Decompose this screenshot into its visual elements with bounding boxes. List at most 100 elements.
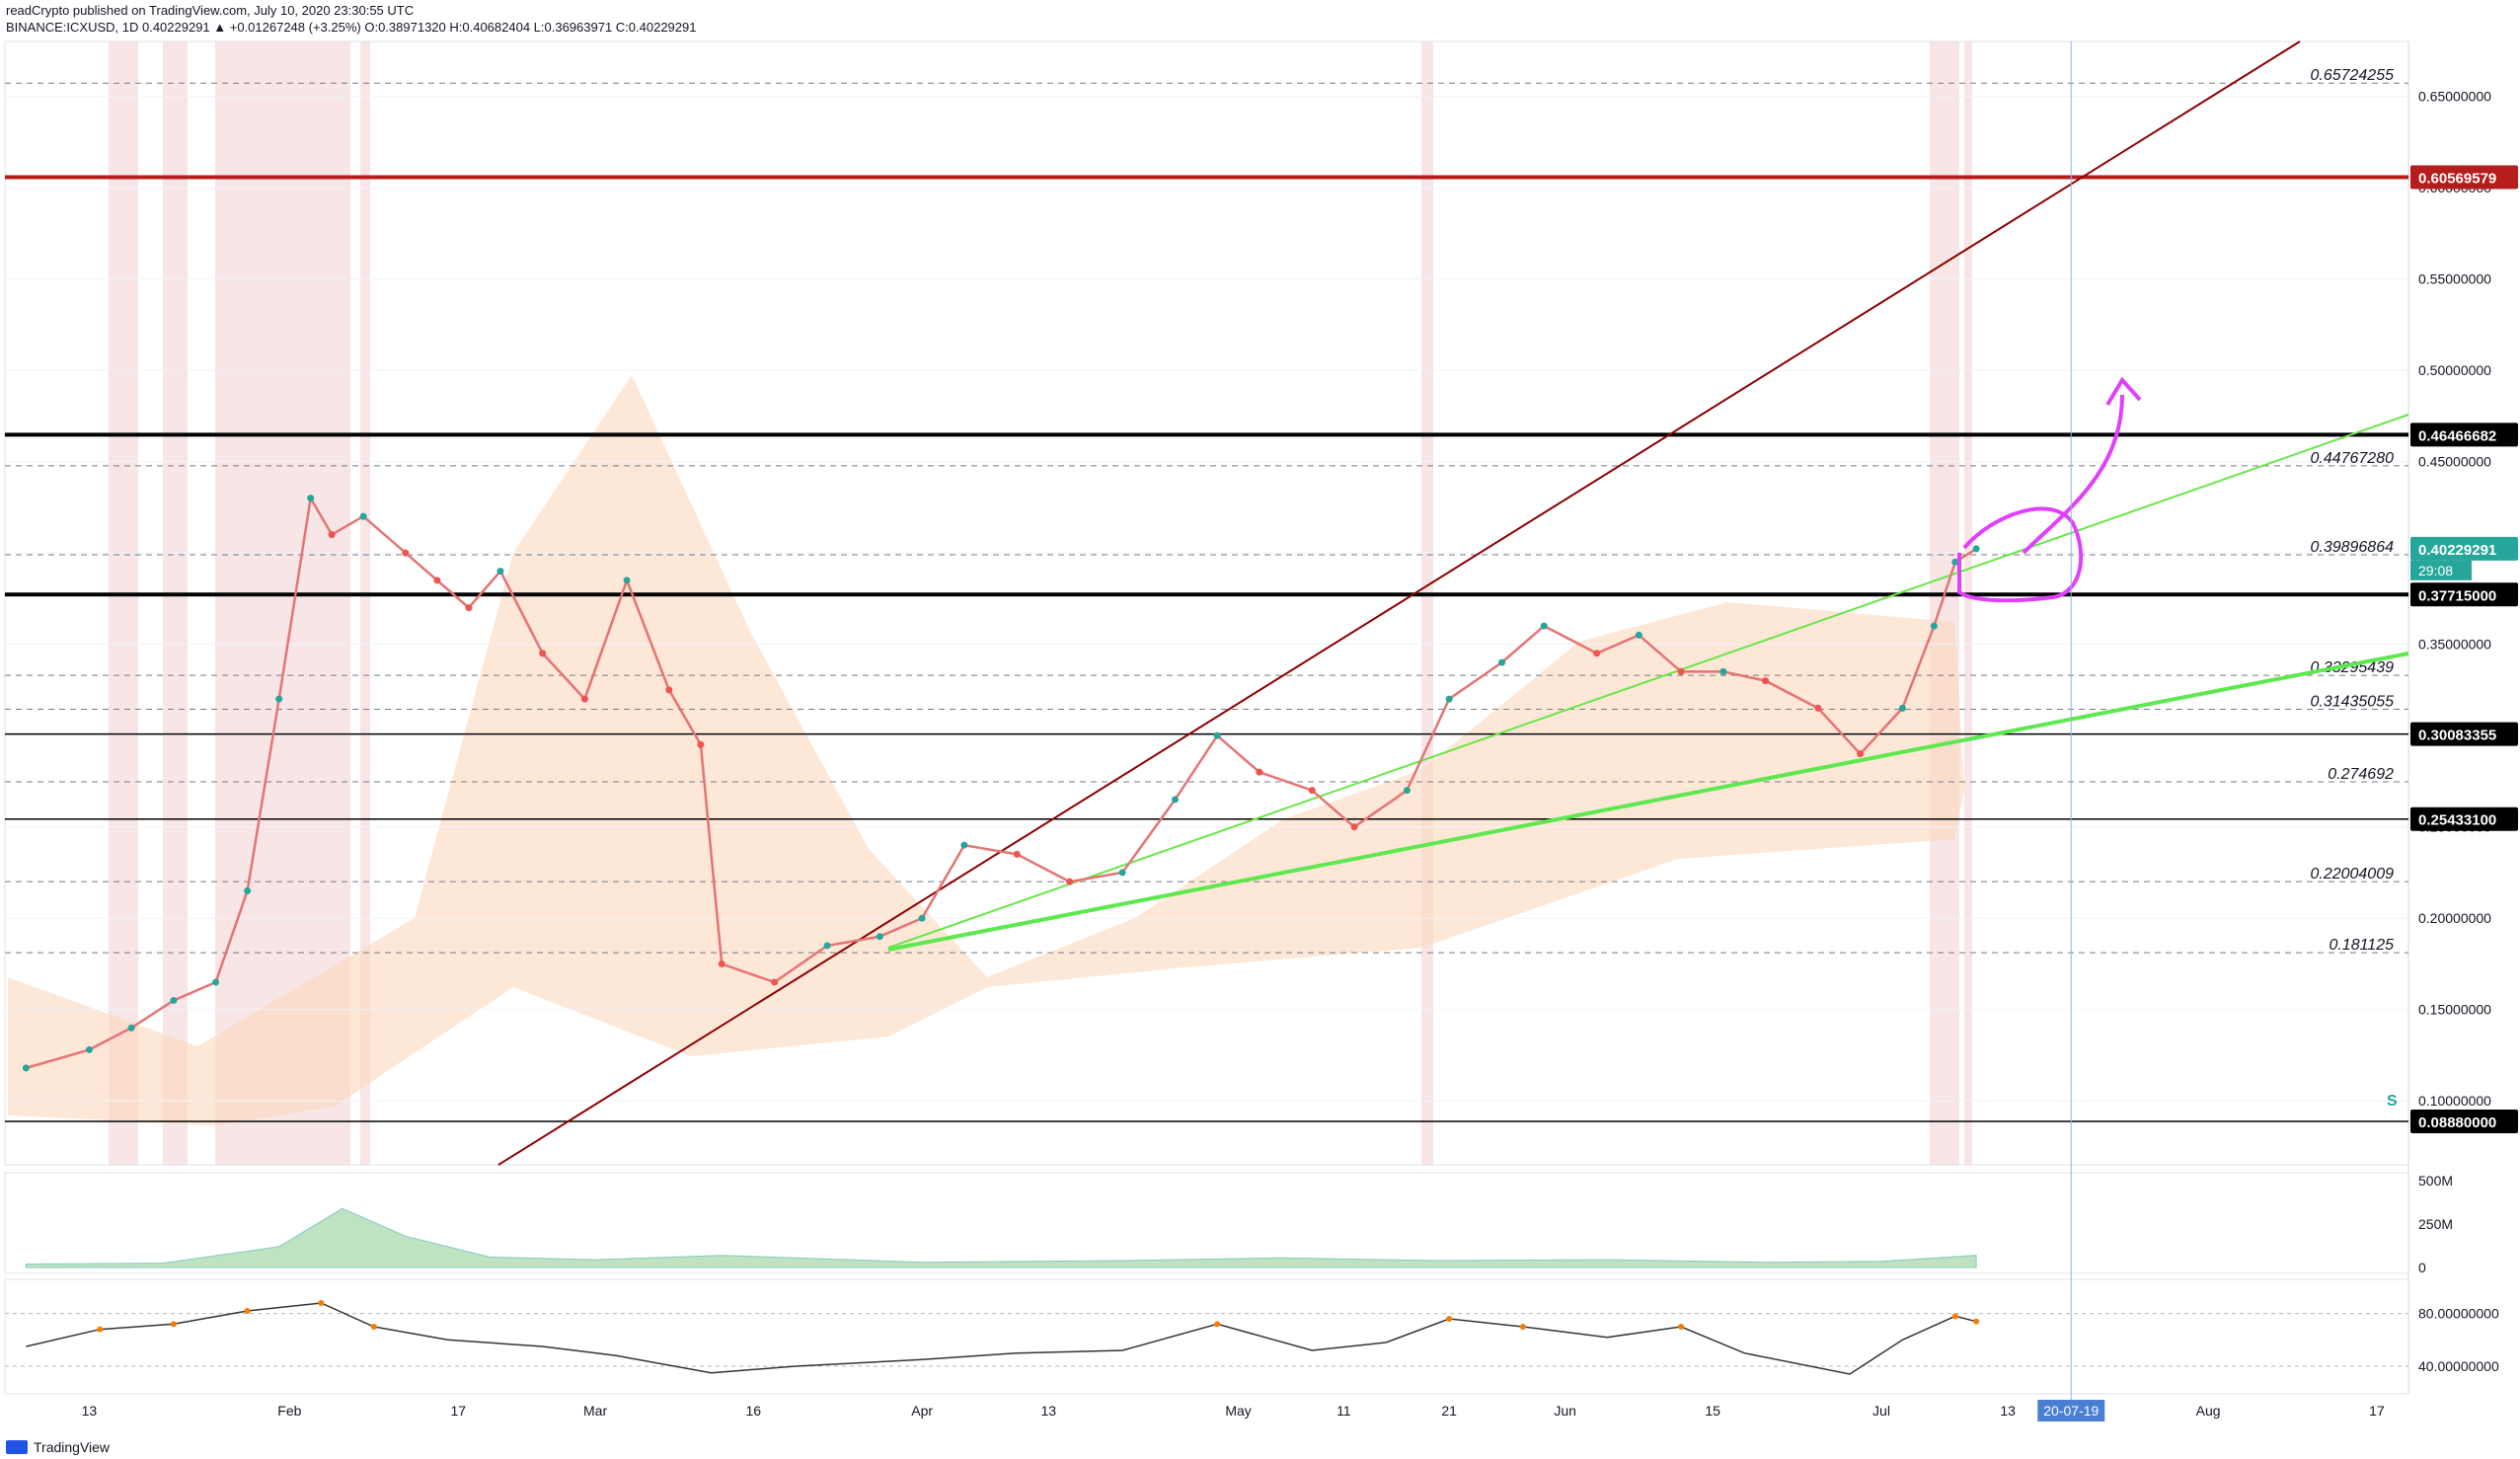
price-point [1857, 750, 1865, 758]
volume-area [25, 1207, 1977, 1268]
rsi-overbought-point [244, 1308, 251, 1314]
fib-level-label: 0.39896864 [2310, 539, 2394, 556]
y-tick-label: 0.10000000 [2418, 1093, 2491, 1109]
x-tick-label: Feb [277, 1403, 301, 1419]
x-tick-label: Jul [1872, 1403, 1890, 1419]
y-tick-label: 0.45000000 [2418, 454, 2491, 470]
price-point [1930, 622, 1938, 630]
rsi-overbought-point [1214, 1321, 1221, 1328]
price-point [1066, 878, 1074, 885]
price-point [539, 650, 547, 657]
price-point [1951, 558, 1959, 566]
trendline-thin [887, 414, 2409, 949]
price-point [1350, 823, 1358, 831]
symbol-ohlc-line: BINANCE:ICXUSD, 1D 0.40229291 ▲ +0.01267… [6, 20, 697, 35]
highlight-band [163, 41, 188, 1165]
x-tick-label: Apr [911, 1403, 933, 1419]
price-point [359, 512, 367, 520]
y-tick-label: 0.15000000 [2418, 1002, 2491, 1018]
price-tag [2410, 422, 2518, 447]
price-tag [2410, 165, 2518, 190]
price-point [212, 978, 220, 986]
x-tick-label: 21 [1441, 1403, 1457, 1419]
x-tick-label: 17 [2369, 1403, 2385, 1419]
y-tick-label: 0.35000000 [2418, 637, 2491, 653]
price-point [1719, 667, 1727, 675]
rsi-overbought-point [1951, 1313, 1958, 1320]
x-tick-label: Jun [1554, 1403, 1576, 1419]
price-point [665, 686, 673, 694]
price-tag-label: 0.40229291 [2418, 542, 2496, 559]
price-point [876, 933, 883, 941]
rsi-overbought-point [170, 1321, 177, 1328]
volume-axis-label: 0 [2418, 1260, 2426, 1275]
price-point [307, 495, 315, 502]
price-point [1677, 667, 1685, 675]
crosshair-date-tag [2037, 1400, 2105, 1421]
price-point [1593, 650, 1601, 657]
price-tag-label: 0.37715000 [2418, 587, 2496, 604]
rsi-overbought-point [1973, 1318, 1980, 1325]
price-tag [2410, 806, 2518, 831]
volume-axis-label: 500M [2418, 1173, 2453, 1189]
highlight-band [1930, 41, 1959, 1165]
x-tick-label: Aug [2196, 1403, 2221, 1419]
countdown-label: 29:08 [2418, 563, 2453, 578]
trendline-thick [887, 652, 2409, 952]
ascending-channel-line [497, 40, 2301, 1166]
price-point [580, 695, 588, 703]
fib-level-label: 0.22004009 [2310, 866, 2394, 883]
y-tick-label: 0.50000000 [2418, 362, 2491, 378]
x-tick-label: 13 [2000, 1403, 2016, 1419]
fib-level-label: 0.31435055 [2310, 694, 2394, 711]
fib-level-label: 0.181125 [2329, 937, 2394, 954]
price-point [1171, 796, 1179, 804]
annotation-arrow-line [2022, 394, 2124, 555]
fib-level-label: 0.65724255 [2310, 67, 2394, 84]
rsi-axis-label: 80.00000000 [2418, 1306, 2499, 1322]
price-tag-label: 0.30083355 [2418, 728, 2496, 744]
price-point [623, 576, 631, 584]
x-tick-label: May [1225, 1403, 1251, 1419]
rsi-pane-frame [4, 1278, 2409, 1395]
price-point [1498, 658, 1506, 666]
ichimoku-cloud [8, 375, 1964, 1125]
x-tick-label: 17 [450, 1403, 466, 1419]
price-point [1762, 677, 1770, 685]
price-point [1540, 622, 1548, 630]
price-point [960, 841, 968, 849]
y-tick-label: 0.65000000 [2418, 89, 2491, 105]
price-point [1403, 787, 1411, 795]
price-tag-label: 0.46466682 [2418, 427, 2496, 444]
price-point [771, 978, 779, 986]
crosshair-date-label: 20-07-19 [2043, 1403, 2099, 1419]
price-tag [2410, 722, 2518, 746]
tradingview-logo-icon [6, 1440, 28, 1454]
rsi-line [26, 1302, 1977, 1375]
price-tag [2410, 536, 2518, 561]
price-point [85, 1045, 93, 1053]
price-tag-label: 0.60569579 [2418, 170, 2496, 187]
y-tick-label: 0.55000000 [2418, 271, 2491, 287]
price-tag-label: 0.25433100 [2418, 812, 2496, 829]
x-tick-label: 15 [1705, 1403, 1720, 1419]
price-point [1972, 545, 1980, 553]
price-point [465, 604, 473, 612]
rsi-overbought-point [97, 1326, 104, 1333]
price-point [1308, 787, 1316, 795]
fib-level-label: 0.44767280 [2310, 450, 2394, 467]
price-tag [2410, 582, 2518, 607]
publish-info: readCrypto published on TradingView.com,… [6, 3, 415, 18]
price-point [1635, 631, 1642, 639]
annotation-arrow-head [2105, 376, 2142, 407]
price-point [918, 914, 926, 922]
price-point [244, 886, 252, 894]
price-point [823, 942, 831, 950]
price-point [22, 1064, 30, 1072]
highlight-band [360, 41, 370, 1165]
price-point [170, 996, 178, 1004]
price-close-line [26, 494, 1977, 1070]
rsi-overbought-point [1519, 1324, 1526, 1330]
tradingview-logo[interactable]: TradingView [6, 1439, 110, 1455]
